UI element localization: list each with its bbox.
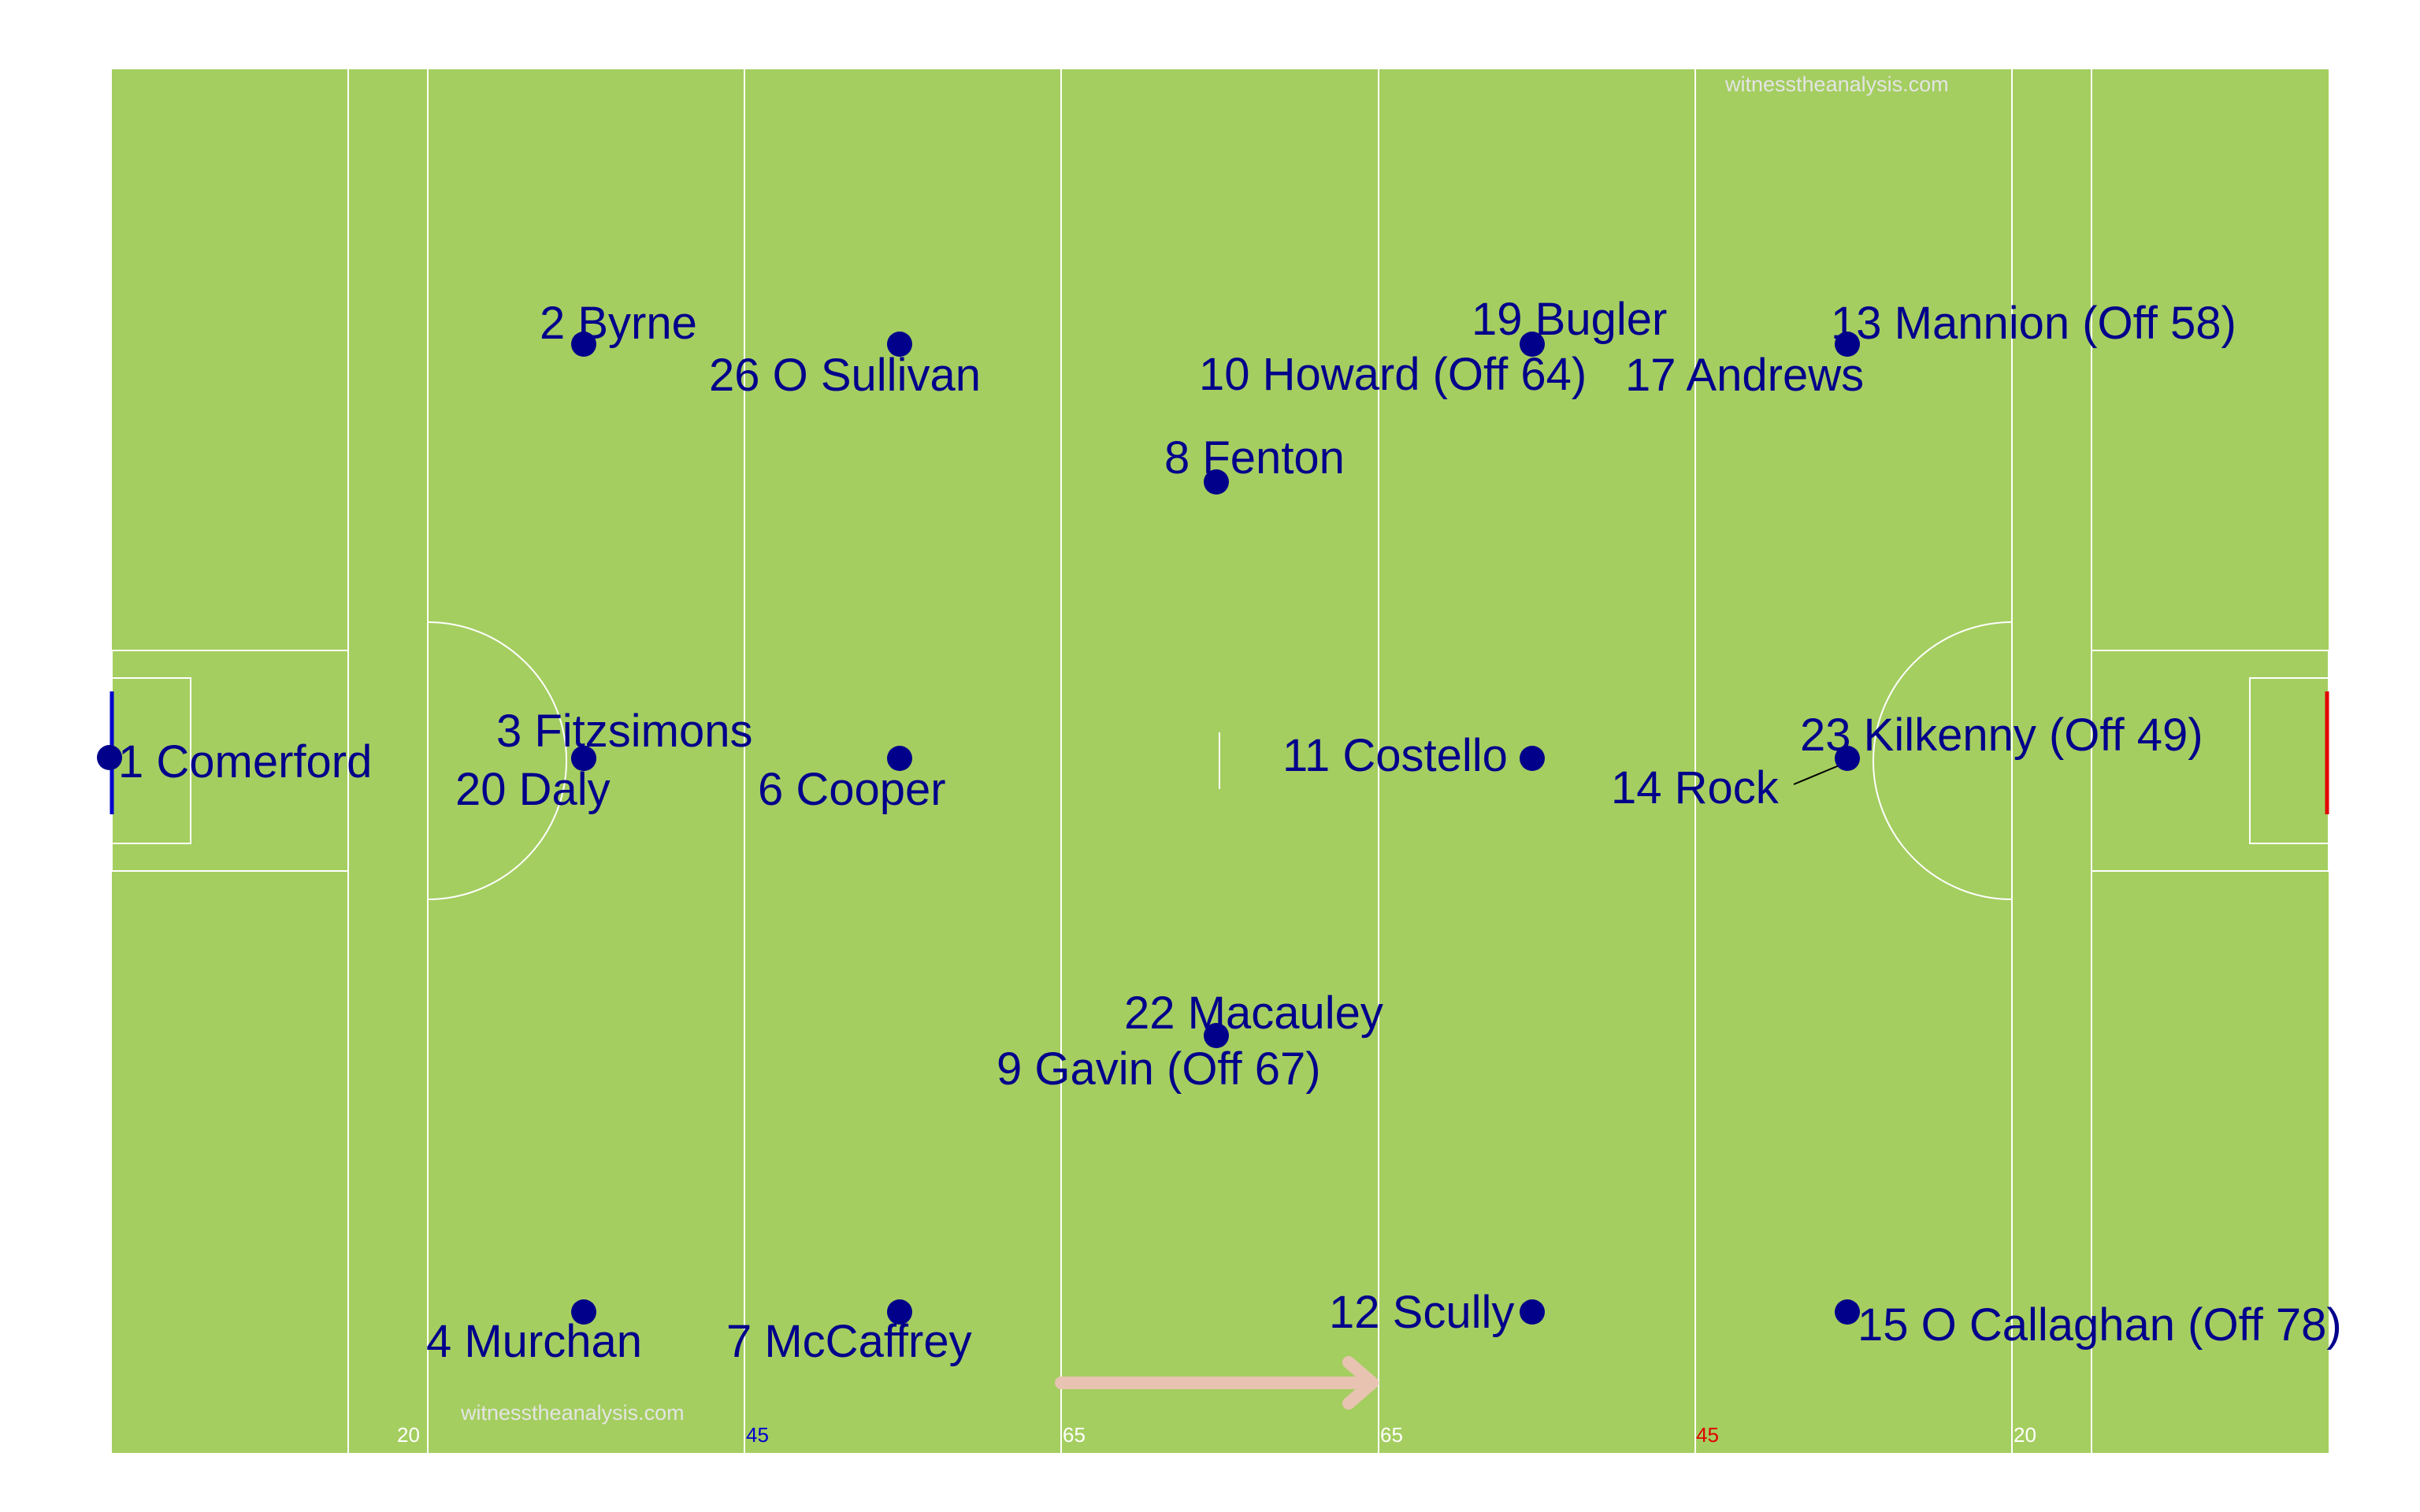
player-marker-p15 [1835,1299,1860,1325]
player-label-p10: 10 Howard (Off 64) [1199,349,1587,400]
attack-direction-arrow [1055,1356,1379,1410]
player-marker-p6 [887,746,912,771]
player-label-p14: 14 Rock [1611,762,1780,813]
line-label-3: 65 [1380,1423,1403,1447]
player-marker-p1 [97,745,122,770]
watermark-bottom: witnesstheanalysis.com [460,1401,685,1425]
line-label-0: 20 [397,1423,420,1447]
player-marker-p26 [887,332,912,357]
player-label-p1: 1 Comerford [118,736,372,788]
player-marker-p12 [1520,1299,1545,1325]
player-marker-p20 [571,746,596,771]
player-marker-p23 [1835,746,1860,771]
player-label-p4: 4 Murchan [426,1316,642,1367]
line-label-5: 20 [2014,1423,2036,1447]
line-label-2: 65 [1063,1423,1086,1447]
player-marker-p8 [1204,469,1229,495]
player-label-p15: 15 O Callaghan (Off 78) [1858,1299,2342,1351]
player-marker-p7 [887,1299,912,1325]
player-label-p17: 17 Andrews [1625,350,1864,401]
line-label-4: 45 [1696,1423,1719,1447]
player-label-p2: 2 Byrne [540,298,697,349]
player-label-p9: 9 Gavin (Off 67) [997,1043,1321,1095]
player-marker-p4 [571,1299,596,1325]
player-marker-p22 [1204,1023,1229,1048]
player-marker-p13 [1835,332,1860,357]
player-label-p26: 26 O Sullivan [709,350,981,401]
player-marker-p19 [1520,332,1545,357]
player-label-p19: 19 Bugler [1472,294,1667,345]
player-label-p22: 22 Macauley [1124,988,1383,1039]
player-label-p23: 23 Kilkenny (Off 49) [1800,710,2203,761]
player-marker-p11 [1520,746,1545,771]
player-marker-p2 [571,332,596,357]
line-label-1: 45 [746,1423,769,1447]
line-distance-labels: 20 45 65 65 45 20 [397,1423,2036,1447]
player-label-p7: 7 McCaffrey [726,1316,972,1367]
player-label-p13: 13 Mannion (Off 58) [1831,298,2236,349]
watermark-top: witnesstheanalysis.com [1724,72,1949,96]
player-label-p11: 11 Costello [1282,730,1508,781]
player-label-p3: 3 Fitzsimons [496,706,753,757]
player-label-p20: 20 Daly [455,764,611,815]
arc-d-right [1873,621,2013,900]
player-label-p6: 6 Cooper [758,764,946,815]
player-label-p12: 12 Scully [1329,1287,1514,1338]
player-label-p8: 8 Fenton [1164,432,1345,484]
arc-d-left [427,621,567,900]
